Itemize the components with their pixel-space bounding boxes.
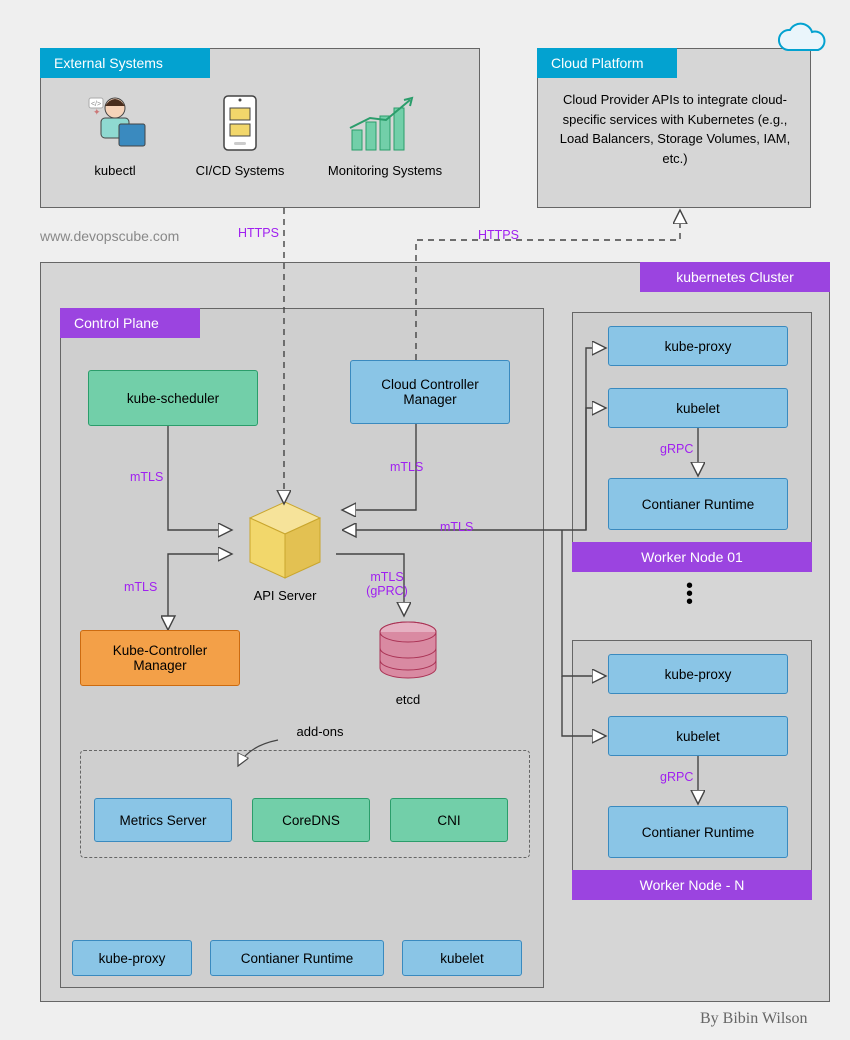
- wn-cr: Contianer Runtime: [608, 806, 788, 858]
- wn-kube-proxy-label: kube-proxy: [665, 667, 732, 682]
- grpc-w1: gRPC: [660, 442, 693, 456]
- svg-text:✦: ✦: [93, 107, 101, 117]
- ellipsis: •••: [686, 582, 695, 606]
- cp-container-runtime: Contianer Runtime: [210, 940, 384, 976]
- control-plane-title: Control Plane: [60, 308, 200, 338]
- worker-node-1-title: Worker Node 01: [572, 542, 812, 572]
- cloud-icon: [770, 20, 830, 60]
- cp-kubelet-label: kubelet: [440, 951, 484, 966]
- cluster-title: kubernetes Cluster: [640, 262, 830, 292]
- cp-cr-label: Contianer Runtime: [241, 951, 354, 966]
- kube-scheduler-label: kube-scheduler: [127, 391, 219, 406]
- monitoring-item: Monitoring Systems: [310, 90, 460, 178]
- addons-label: add-ons: [280, 724, 360, 739]
- cp-kube-proxy: kube-proxy: [72, 940, 192, 976]
- wn-cr-label: Contianer Runtime: [642, 825, 755, 840]
- wn-kubelet-label: kubelet: [676, 729, 720, 744]
- kube-ctrl-mgr-label: Kube-Controller Manager: [85, 643, 235, 673]
- worker-node-n-title: Worker Node - N: [572, 870, 812, 900]
- cp-kubelet: kubelet: [402, 940, 522, 976]
- cni-label: CNI: [437, 813, 460, 828]
- w1-kube-proxy: kube-proxy: [608, 326, 788, 366]
- cicd-icon: [210, 90, 270, 160]
- mtls-kcm: mTLS: [124, 580, 157, 594]
- coredns-label: CoreDNS: [282, 813, 340, 828]
- mtls-sched: mTLS: [130, 470, 163, 484]
- monitoring-icon: [340, 90, 430, 160]
- https-1: HTTPS: [238, 226, 279, 240]
- mtls-worker: mTLS: [440, 520, 473, 534]
- w1-cr: Contianer Runtime: [608, 478, 788, 530]
- kube-ctrl-mgr-node: Kube-Controller Manager: [80, 630, 240, 686]
- kubectl-item: </> ✦ kubectl: [60, 90, 170, 178]
- metrics-label: Metrics Server: [119, 813, 206, 828]
- cicd-label: CI/CD Systems: [180, 163, 300, 178]
- etcd-icon: [372, 618, 444, 690]
- wn-kubelet: kubelet: [608, 716, 788, 756]
- etcd-label: etcd: [372, 692, 444, 707]
- kube-scheduler-node: kube-scheduler: [88, 370, 258, 426]
- kubectl-label: kubectl: [60, 163, 170, 178]
- mtls-ccm: mTLS: [390, 460, 423, 474]
- cloud-desc: Cloud Provider APIs to integrate cloud-s…: [550, 90, 800, 168]
- w1-kubelet: kubelet: [608, 388, 788, 428]
- metrics-server-node: Metrics Server: [94, 798, 232, 842]
- wn-kube-proxy: kube-proxy: [608, 654, 788, 694]
- w1-cr-label: Contianer Runtime: [642, 497, 755, 512]
- https-2: HTTPS: [478, 228, 519, 242]
- api-server-icon: [230, 490, 340, 590]
- mtls-etcd: mTLS (gPRC): [360, 570, 414, 598]
- cloud-ctrl-mgr-node: Cloud Controller Manager: [350, 360, 510, 424]
- cp-kube-proxy-label: kube-proxy: [99, 951, 166, 966]
- coredns-node: CoreDNS: [252, 798, 370, 842]
- author: By Bibin Wilson: [700, 1010, 808, 1028]
- grpc-wn: gRPC: [660, 770, 693, 784]
- watermark: www.devopscube.com: [40, 228, 179, 244]
- w1-kube-proxy-label: kube-proxy: [665, 339, 732, 354]
- cloud-title: Cloud Platform: [537, 48, 677, 78]
- cloud-ctrl-mgr-label: Cloud Controller Manager: [355, 377, 505, 407]
- monitoring-label: Monitoring Systems: [310, 163, 460, 178]
- cni-node: CNI: [390, 798, 508, 842]
- api-server-label: API Server: [230, 588, 340, 603]
- w1-kubelet-label: kubelet: [676, 401, 720, 416]
- cicd-item: CI/CD Systems: [180, 90, 300, 178]
- external-title: External Systems: [40, 48, 210, 78]
- developer-icon: </> ✦: [75, 90, 155, 160]
